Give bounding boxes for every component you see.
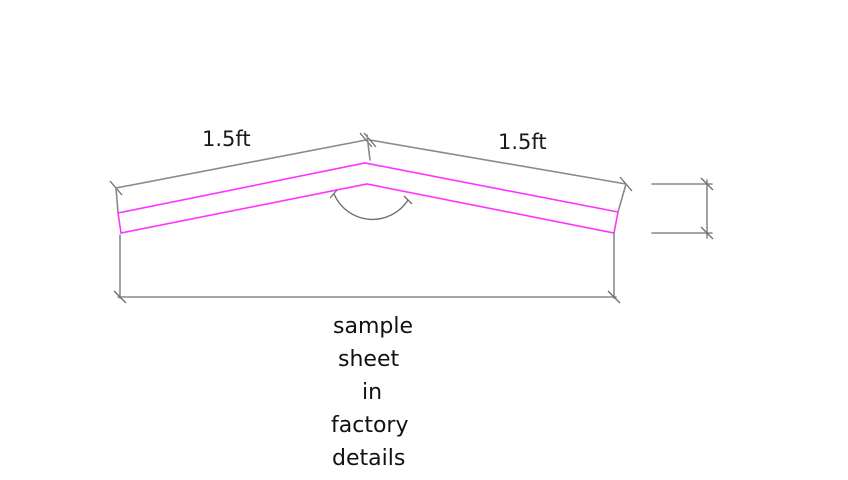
overall-width-dimension bbox=[113, 231, 621, 304]
caption-line-3: in bbox=[362, 380, 383, 405]
caption-line-2: sheet bbox=[338, 347, 400, 372]
right-length-label: 1.5ft bbox=[498, 130, 547, 154]
left-length-label: 1.5ft bbox=[202, 127, 251, 151]
bend-angle-arc bbox=[329, 189, 413, 221]
caption-line-1: sample bbox=[333, 314, 413, 339]
right-length-dimension bbox=[363, 132, 633, 213]
height-dimension bbox=[651, 177, 714, 240]
caption-line-5: details bbox=[332, 446, 406, 471]
left-length-dimension bbox=[109, 132, 373, 213]
caption-line-4: factory bbox=[331, 413, 409, 438]
